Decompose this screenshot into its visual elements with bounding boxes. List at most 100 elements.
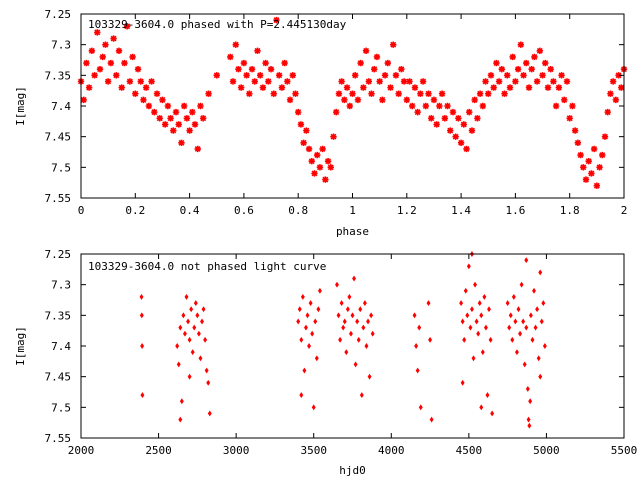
data-point: [319, 145, 326, 153]
data-point: [176, 361, 181, 368]
x-tick-label: 1.2: [397, 204, 417, 217]
data-point: [194, 145, 201, 153]
data-point: [237, 84, 245, 91]
data-point: [178, 416, 183, 423]
data-point: [495, 78, 503, 85]
data-point: [371, 66, 378, 73]
data-point: [365, 78, 372, 85]
data-point: [400, 78, 408, 85]
data-point: [339, 300, 344, 307]
data-point: [514, 349, 519, 356]
data-point: [571, 127, 579, 134]
data-point: [544, 84, 552, 91]
data-point: [403, 96, 410, 104]
data-point: [132, 90, 139, 97]
data-point: [538, 373, 543, 380]
data-point: [341, 96, 348, 104]
data-point: [307, 343, 312, 349]
data-point: [370, 330, 375, 337]
data-point: [419, 78, 427, 85]
y-tick-label: 7.3: [51, 279, 71, 292]
data-point: [538, 269, 543, 276]
data-point: [539, 72, 546, 79]
data-point: [229, 78, 237, 85]
data-point: [308, 300, 313, 307]
x-tick-label: 1: [349, 204, 356, 217]
data-point: [156, 115, 163, 122]
data-point: [335, 281, 339, 288]
phased-chart-title: 103329-3604.0 phased with P=2.445130day: [88, 18, 347, 31]
data-point: [588, 170, 595, 177]
data-point: [336, 312, 341, 319]
data-point: [479, 102, 487, 110]
data-point: [524, 324, 529, 331]
data-point: [342, 318, 347, 325]
data-point: [364, 343, 369, 349]
x-tick-label: 3000: [223, 444, 250, 457]
data-point: [485, 392, 490, 399]
x-tick-label: 1.6: [505, 204, 525, 217]
x-tick-label: 2: [621, 204, 628, 217]
data-point: [362, 47, 370, 54]
data-point: [487, 306, 491, 313]
data-point: [615, 72, 622, 79]
data-point: [330, 133, 337, 140]
data-point: [115, 47, 123, 54]
data-point: [522, 361, 527, 368]
data-point: [468, 324, 473, 331]
data-point: [227, 53, 234, 61]
data-point: [322, 176, 329, 183]
data-point: [118, 84, 125, 91]
data-point: [203, 336, 208, 343]
data-point: [303, 127, 310, 134]
data-point: [488, 336, 493, 343]
data-point: [436, 102, 443, 110]
data-point: [170, 127, 177, 134]
data-point: [390, 41, 397, 48]
data-point: [504, 72, 511, 79]
data-point: [542, 59, 549, 67]
data-point: [508, 312, 513, 319]
x-tick-label: 1.8: [560, 204, 580, 217]
data-point: [409, 102, 416, 110]
data-point: [542, 343, 547, 349]
data-point: [441, 115, 449, 122]
data-point: [80, 96, 87, 104]
x-tick-label: 2000: [68, 444, 95, 457]
data-point: [476, 90, 484, 97]
data-point: [493, 59, 500, 67]
data-point: [533, 324, 538, 331]
data-point: [273, 16, 280, 24]
x-tick-label: 2500: [145, 444, 172, 457]
data-point: [406, 78, 413, 85]
data-point: [428, 115, 435, 122]
data-point: [430, 96, 438, 104]
data-point: [510, 336, 515, 343]
data-point: [519, 281, 524, 288]
phased-chart-ticks: 0 0.2 0.4 0.6 0.8 1 1.2 1.4 1.6 1.8 2 7.25 7.3 7.35 7.…: [45, 8, 628, 217]
data-point: [311, 404, 316, 411]
data-point: [547, 66, 554, 73]
data-point: [104, 78, 112, 85]
data-point: [599, 151, 606, 159]
data-point: [555, 84, 563, 91]
data-point: [563, 78, 571, 85]
data-point: [483, 324, 488, 331]
data-point: [368, 90, 375, 97]
data-point: [123, 23, 131, 30]
data-point: [601, 133, 609, 140]
data-point: [180, 102, 188, 110]
data-point: [267, 66, 275, 73]
data-point: [531, 53, 538, 61]
data-point: [175, 343, 180, 349]
data-point: [153, 90, 161, 97]
data-point: [354, 96, 362, 104]
data-point: [580, 164, 587, 171]
data-point: [300, 293, 305, 300]
data-point: [206, 379, 211, 386]
data-point: [305, 312, 310, 319]
data-point: [539, 318, 544, 325]
data-point: [113, 72, 120, 79]
data-point: [524, 257, 529, 264]
phased-chart-x-axis-label: phase: [336, 225, 369, 238]
